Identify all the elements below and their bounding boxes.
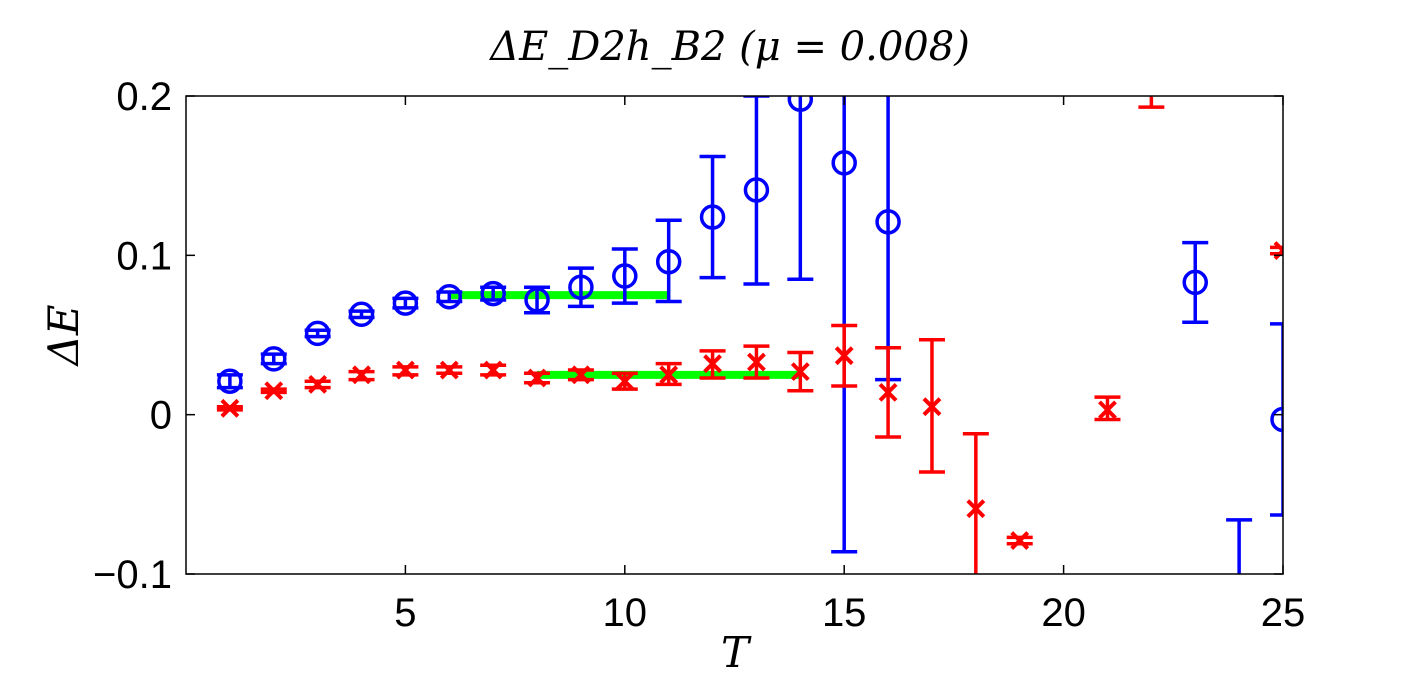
y-axis-label: ΔE bbox=[39, 305, 88, 368]
blue-data-point bbox=[392, 290, 419, 316]
blue-data-point bbox=[304, 320, 331, 347]
x-tick-label: 20 bbox=[1041, 591, 1086, 635]
red-data-point bbox=[655, 361, 682, 387]
red-data-point bbox=[480, 360, 507, 380]
red-data-point bbox=[216, 398, 243, 418]
circle-marker bbox=[348, 301, 375, 328]
x-tick-label: 25 bbox=[1261, 591, 1306, 635]
red-data-point bbox=[304, 374, 331, 394]
y-tick-label: −0.1 bbox=[93, 553, 172, 597]
y-tick-label: 0.2 bbox=[116, 75, 172, 119]
chart-title: ΔE_D2h_B2 (μ = 0.008) bbox=[488, 24, 970, 70]
red-data-point bbox=[962, 432, 989, 574]
circle-marker bbox=[480, 280, 506, 307]
blue-data-point bbox=[1226, 518, 1253, 574]
red-data-point bbox=[787, 350, 814, 393]
x-marker-stroke bbox=[834, 346, 854, 366]
blue-data-point bbox=[655, 218, 682, 304]
x-marker-stroke bbox=[966, 499, 986, 519]
circle-marker bbox=[304, 320, 331, 347]
circle-marker bbox=[655, 248, 682, 275]
x-tick-label: 15 bbox=[822, 591, 867, 635]
x-marker-stroke bbox=[790, 362, 810, 382]
red-data-point bbox=[875, 345, 902, 439]
red-data-point bbox=[1094, 395, 1121, 422]
x-tick-label: 10 bbox=[603, 591, 648, 635]
red-data-point bbox=[567, 365, 594, 385]
x-marker-stroke bbox=[483, 360, 503, 380]
x-marker-stroke bbox=[659, 365, 679, 385]
red-data-point bbox=[918, 338, 945, 474]
blue-data-point bbox=[743, 96, 770, 286]
x-marker-stroke bbox=[703, 354, 722, 374]
red-data-point bbox=[436, 360, 463, 380]
blue-data-point bbox=[1270, 322, 1283, 517]
axes: 5 10 15 20 25 −0.1 0 0.1 0.2 bbox=[93, 75, 1305, 635]
blue-data-point bbox=[524, 285, 551, 315]
y-tick-label: 0.1 bbox=[116, 234, 172, 278]
x-marker-stroke bbox=[1010, 531, 1030, 550]
blue-data-point bbox=[831, 96, 858, 554]
circle-marker bbox=[1182, 269, 1208, 296]
x-marker-stroke bbox=[747, 352, 766, 372]
red-data-point bbox=[392, 360, 419, 380]
blue-data-point bbox=[787, 96, 814, 281]
data-points bbox=[216, 96, 1283, 574]
y-tick-label: 0 bbox=[150, 394, 172, 438]
blue-data-point bbox=[611, 247, 638, 305]
circle-marker bbox=[568, 274, 594, 300]
circle-marker bbox=[1270, 406, 1283, 433]
x-marker-stroke bbox=[922, 397, 942, 417]
x-marker-stroke bbox=[264, 381, 284, 401]
red-data-point bbox=[1138, 96, 1165, 109]
red-data-point bbox=[831, 323, 858, 388]
red-data-point bbox=[260, 381, 287, 401]
plot-frame bbox=[185, 95, 1284, 575]
x-marker-stroke bbox=[352, 365, 371, 385]
blue-data-point bbox=[699, 154, 726, 280]
blue-data-point bbox=[480, 280, 507, 307]
circle-marker bbox=[875, 209, 901, 235]
x-tick-label: 5 bbox=[394, 591, 416, 635]
x-marker-stroke bbox=[308, 374, 328, 394]
blue-data-point bbox=[567, 266, 594, 309]
x-marker-stroke bbox=[615, 371, 635, 391]
circle-marker bbox=[831, 150, 857, 176]
circle-marker bbox=[699, 204, 726, 230]
blue-data-point bbox=[260, 346, 287, 372]
circle-marker bbox=[612, 263, 638, 289]
red-data-point bbox=[1006, 531, 1033, 550]
x-marker-stroke bbox=[527, 368, 547, 388]
red-data-point bbox=[699, 349, 726, 380]
blue-data-point bbox=[216, 368, 243, 394]
red-data-point bbox=[743, 344, 770, 380]
x-marker-stroke bbox=[220, 398, 240, 418]
circle-marker bbox=[787, 96, 814, 112]
circle-marker bbox=[261, 346, 287, 372]
red-data-point bbox=[611, 371, 638, 391]
x-marker-stroke bbox=[1273, 241, 1283, 254]
x-marker-stroke bbox=[571, 365, 591, 385]
red-data-point bbox=[524, 368, 551, 388]
circle-marker bbox=[217, 368, 243, 394]
blue-data-point bbox=[1182, 240, 1209, 325]
circle-marker bbox=[524, 287, 550, 313]
x-marker-stroke bbox=[395, 360, 415, 380]
blue-data-point bbox=[436, 284, 463, 310]
circle-marker bbox=[743, 177, 770, 203]
circle-marker bbox=[392, 290, 419, 316]
circle-marker bbox=[436, 284, 463, 310]
x-marker-stroke bbox=[439, 360, 459, 380]
blue-data-point bbox=[348, 301, 375, 328]
red-data-point bbox=[348, 365, 375, 385]
x-axis-label: T bbox=[721, 628, 752, 677]
x-marker-stroke bbox=[878, 382, 898, 402]
x-marker-stroke bbox=[1098, 400, 1117, 420]
